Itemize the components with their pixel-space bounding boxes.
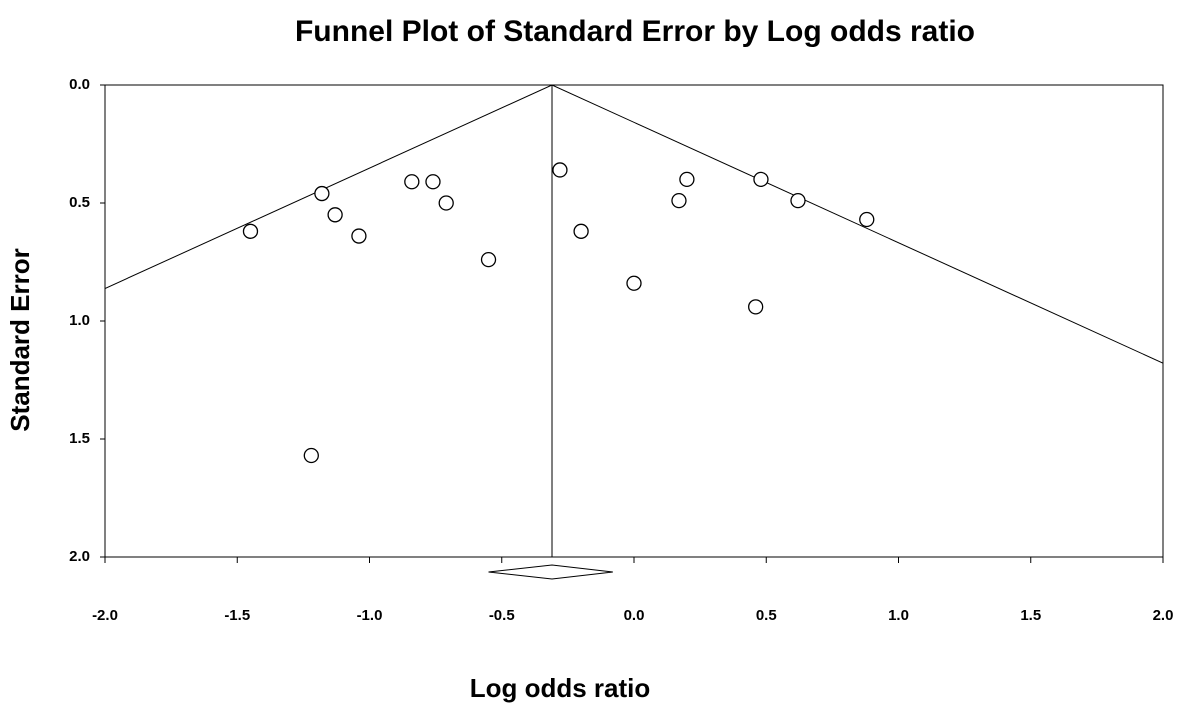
chart-title: Funnel Plot of Standard Error by Log odd… bbox=[295, 15, 975, 48]
x-tick-label: 0.0 bbox=[624, 607, 645, 624]
study-point bbox=[480, 251, 497, 268]
study-point bbox=[552, 162, 568, 178]
funnel-left bbox=[105, 85, 553, 289]
study-point bbox=[748, 299, 764, 315]
study-point bbox=[242, 223, 259, 239]
study-point bbox=[351, 228, 367, 244]
x-tick-label: -0.5 bbox=[489, 607, 515, 624]
x-tick-label: 1.0 bbox=[888, 607, 909, 624]
y-tick-label: 1.0 bbox=[69, 312, 90, 329]
x-tick-label: -1.5 bbox=[224, 607, 250, 624]
study-point bbox=[753, 171, 769, 188]
study-point bbox=[314, 185, 330, 202]
study-point bbox=[790, 192, 806, 209]
funnel-right bbox=[551, 85, 1163, 364]
study-point bbox=[679, 171, 695, 188]
x-tick-label: -1.0 bbox=[357, 607, 383, 624]
study-point bbox=[404, 174, 420, 190]
study-point bbox=[438, 195, 454, 211]
plot-frame bbox=[104, 84, 1164, 558]
x-tick-label: 2.0 bbox=[1153, 607, 1174, 624]
study-point bbox=[425, 174, 441, 190]
x-tick-label: 0.5 bbox=[756, 607, 777, 624]
x-tick-label: 1.5 bbox=[1020, 607, 1041, 624]
summary-diamond bbox=[488, 564, 613, 580]
study-point bbox=[859, 211, 875, 228]
y-tick-label: 0.0 bbox=[69, 76, 90, 93]
x-tick-label: -2.0 bbox=[92, 607, 118, 624]
x-axis-label: Log odds ratio bbox=[470, 673, 651, 703]
study-point bbox=[671, 192, 687, 209]
study-point bbox=[626, 275, 642, 291]
study-point bbox=[573, 223, 589, 239]
study-point bbox=[327, 207, 343, 223]
y-tick-label: 2.0 bbox=[69, 548, 90, 565]
plot-area bbox=[105, 85, 1163, 557]
study-point bbox=[303, 447, 319, 464]
y-axis-label: Standard Error bbox=[5, 248, 35, 432]
y-tick-label: 1.5 bbox=[69, 430, 90, 447]
y-tick-label: 0.5 bbox=[69, 194, 90, 211]
